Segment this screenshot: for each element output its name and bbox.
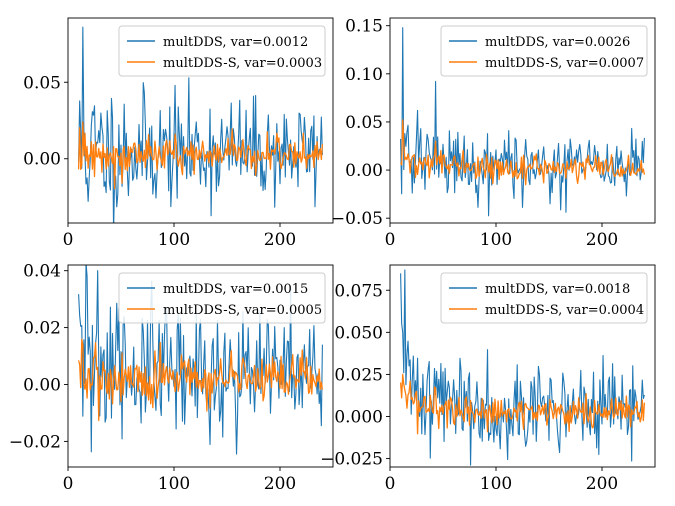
legend: multDDS, var=0.0015 multDDS-S, var=0.0005: [118, 272, 326, 324]
chart-panel-3: 0 100 200 −0.02 0.00 0.02 0.04 multDDS, var=0.0…: [9, 262, 334, 494]
axes-frame: [67, 17, 334, 224]
legend-label: multDDS-S, var=0.0004: [485, 303, 644, 318]
legend-label: multDDS, var=0.0012: [163, 35, 308, 50]
series-line-2: [77, 121, 324, 190]
y-tick-label: −0.025: [320, 450, 383, 470]
legend-label: multDDS-S, var=0.0005: [163, 303, 322, 318]
x-tick-label: 200: [264, 474, 296, 494]
x-tick-label: 0: [63, 230, 74, 250]
series-line-2: [399, 373, 646, 435]
y-tick-label: 0.10: [345, 65, 383, 85]
y-tick-label: 0.15: [345, 17, 383, 37]
x-tick-label: 0: [63, 474, 74, 494]
series-line-2: [77, 338, 324, 422]
y-tick-label: 0.050: [334, 323, 383, 343]
legend-box: [118, 25, 326, 77]
y-tick-label: 0.05: [345, 113, 383, 133]
x-tick-label: 100: [480, 474, 512, 494]
y-tick-label: 0.02: [23, 319, 61, 339]
series-line-2: [400, 119, 646, 186]
legend-box: [118, 272, 326, 324]
y-tick-label: 0.05: [23, 73, 61, 93]
axes-frame: [389, 264, 656, 468]
legend-label: multDDS-S, var=0.0003: [163, 56, 322, 71]
legend-label: multDDS, var=0.0018: [485, 282, 630, 297]
series-line-1: [78, 26, 323, 223]
legend-label: multDDS-S, var=0.0007: [485, 56, 644, 71]
y-tick-label: 0.00: [23, 375, 61, 395]
y-tick-label: 0.075: [334, 281, 383, 301]
x-tick-label: 100: [158, 230, 190, 250]
y-tick-label: 0.04: [23, 262, 61, 282]
x-tick-label: 200: [586, 230, 618, 250]
x-tick-label: 100: [480, 230, 512, 250]
x-tick-label: 200: [264, 230, 296, 250]
legend: multDDS, var=0.0018 multDDS-S, var=0.0004: [440, 272, 648, 324]
x-tick-label: 0: [385, 230, 396, 250]
x-tick-label: 200: [586, 474, 618, 494]
legend-box: [440, 272, 648, 324]
chart-panel-2: 0 100 200 −0.05 0.00 0.05 0.10 0.15 multDDS, var…: [331, 17, 656, 250]
legend: multDDS, var=0.0026 multDDS-S, var=0.0007: [440, 25, 648, 77]
legend: multDDS, var=0.0012 multDDS-S, var=0.0003: [118, 25, 326, 77]
y-tick-label: −0.02: [9, 432, 61, 452]
x-tick-label: 0: [385, 474, 396, 494]
y-tick-label: 0.000: [334, 408, 383, 428]
y-tick-label: 0.025: [334, 365, 383, 385]
axes-frame: [67, 264, 334, 468]
axes-frame: [389, 17, 656, 224]
y-tick-label: 0.00: [345, 161, 383, 181]
y-tick-label: −0.05: [331, 209, 383, 229]
y-tick-label: 0.00: [23, 150, 61, 170]
chart-panel-4: 0 100 200 −0.025 0.000 0.025 0.050 0.075 multDDS…: [320, 264, 656, 494]
legend-label: multDDS, var=0.0015: [163, 282, 308, 297]
legend-box: [440, 25, 648, 77]
legend-label: multDDS, var=0.0026: [485, 35, 630, 50]
x-tick-label: 100: [158, 474, 190, 494]
